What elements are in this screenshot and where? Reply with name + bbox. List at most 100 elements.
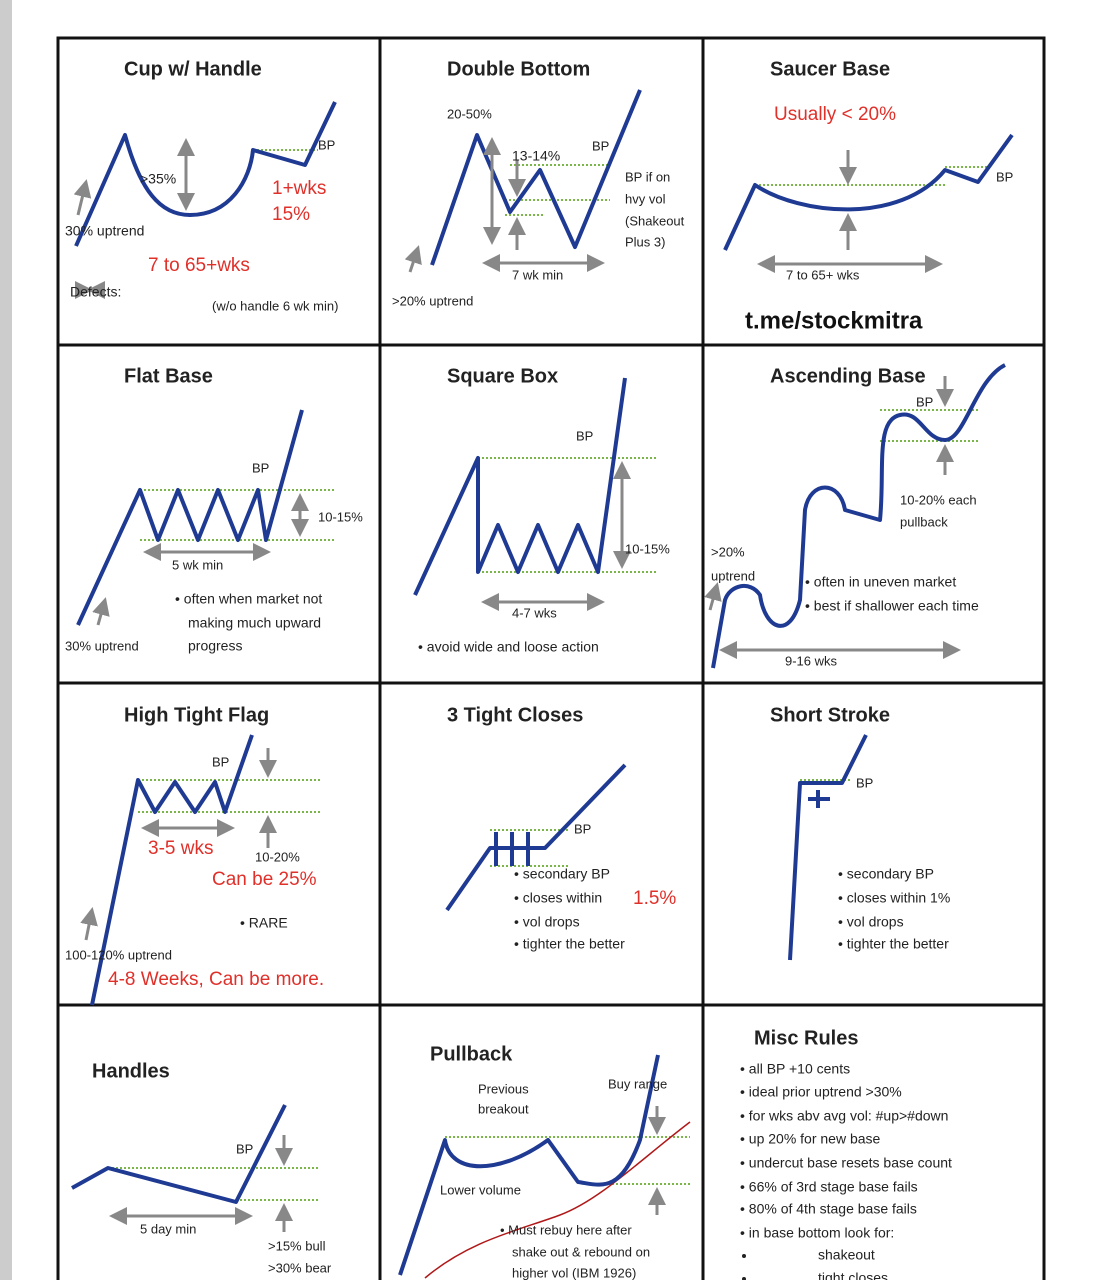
- label: 5 wk min: [172, 557, 223, 572]
- label: higher vol (IBM 1926): [512, 1265, 636, 1280]
- rule: • all BP +10 cents: [740, 1061, 850, 1077]
- label: 10-20%: [255, 849, 300, 864]
- label: 10-15%: [318, 509, 363, 524]
- label: • tighter the better: [838, 936, 949, 952]
- label: 30% uptrend: [65, 638, 139, 653]
- title: Short Stroke: [770, 704, 890, 726]
- title: 3 Tight Closes: [447, 704, 583, 726]
- label: Usually < 20%: [774, 104, 896, 125]
- title: Saucer Base: [770, 58, 890, 80]
- cell-handles: Handles BP 5 day min >15% bull >30% bear: [71, 1060, 332, 1275]
- label: • often in uneven market: [805, 574, 956, 590]
- cell-square-box: Square Box BP 10-15% 4-7 wks • avoid wid…: [413, 365, 670, 655]
- cell-htf: High Tight Flag BP 3-5 wks 10-20% Can be…: [65, 704, 324, 1006]
- label: Lower volume: [440, 1182, 521, 1197]
- rule: • 66% of 3rd stage base fails: [740, 1179, 918, 1195]
- label: shake out & rebound on: [512, 1244, 650, 1259]
- label: 7 wk min: [512, 267, 563, 282]
- bullet: [742, 1277, 746, 1280]
- cell-misc: Misc Rules • all BP +10 cents • ideal pr…: [740, 1027, 952, 1280]
- label: Defects:: [70, 284, 121, 300]
- title: Flat Base: [124, 365, 213, 387]
- label: 5 day min: [140, 1221, 196, 1236]
- bullet: [742, 1254, 746, 1258]
- cell-flat-base: Flat Base BP 10-15% 5 wk min • often whe…: [65, 365, 363, 653]
- rule: • in base bottom look for:: [740, 1225, 894, 1241]
- label: BP: [916, 394, 933, 409]
- page-edge: [0, 0, 12, 1280]
- label: Can be 25%: [212, 869, 317, 890]
- label: BP if on: [625, 169, 670, 184]
- cell-short-stroke: Short Stroke BP • secondary BP • closes …: [770, 704, 950, 961]
- label: BP: [236, 1141, 253, 1156]
- label: Buy range: [608, 1076, 667, 1091]
- rule: • undercut base resets base count: [740, 1155, 952, 1171]
- title: Misc Rules: [754, 1027, 858, 1049]
- title: Pullback: [430, 1043, 513, 1065]
- cell-cup: Cup w/ Handle BP >35% 1+wks 15% 30% uptr…: [65, 58, 338, 313]
- label: BP: [574, 821, 591, 836]
- label: breakout: [478, 1101, 529, 1116]
- title: Cup w/ Handle: [124, 58, 262, 80]
- cell-double-bottom: Double Bottom 20-50% 13-14% BP BP if on …: [392, 58, 685, 308]
- label: 4-8 Weeks, Can be more.: [108, 969, 324, 990]
- cell-3tc: 3 Tight Closes BP • secondary BP • close…: [445, 704, 676, 952]
- label: (Shakeout: [625, 213, 685, 228]
- rule: • up 20% for new base: [740, 1131, 881, 1147]
- cell-ascending: Ascending Base BP 10-20% each pullback >…: [704, 363, 1007, 668]
- label: BP: [592, 138, 609, 153]
- rule: shakeout: [818, 1247, 875, 1263]
- label: 7 to 65+ wks: [786, 267, 860, 282]
- title: Square Box: [447, 365, 558, 387]
- title: High Tight Flag: [124, 704, 269, 726]
- label: BP: [856, 775, 873, 790]
- label: (w/o handle 6 wk min): [212, 298, 338, 313]
- label: BP: [318, 137, 335, 152]
- label: 20-50%: [447, 106, 492, 121]
- rule: • for wks abv avg vol: #up>#down: [740, 1108, 948, 1124]
- label: >15% bull: [268, 1238, 326, 1253]
- grid: [56, 36, 1046, 1280]
- label: • best if shallower each time: [805, 598, 979, 614]
- label: making much upward: [188, 615, 321, 631]
- label: • avoid wide and loose action: [418, 639, 599, 655]
- label: 1.5%: [633, 888, 676, 909]
- label: • closes within 1%: [838, 890, 950, 906]
- rule: tight closes: [818, 1270, 888, 1280]
- cell-pullback: Pullback Previous breakout Buy range Low…: [398, 1043, 691, 1280]
- label: • RARE: [240, 915, 288, 931]
- label: hvy vol: [625, 191, 666, 206]
- label: 30% uptrend: [65, 223, 144, 239]
- label: 1+wks: [272, 178, 326, 199]
- label: BP: [212, 754, 229, 769]
- label: 10-15%: [625, 541, 670, 556]
- label: progress: [188, 638, 242, 654]
- label: >35%: [140, 171, 176, 187]
- label: • secondary BP: [838, 866, 934, 882]
- label: BP: [996, 169, 1013, 184]
- label: 10-20% each: [900, 492, 977, 507]
- label: >20% uptrend: [392, 293, 473, 308]
- watermark: t.me/stockmitra: [745, 307, 923, 334]
- label: 7 to 65+wks: [148, 255, 250, 276]
- label: • Must rebuy here after: [500, 1222, 632, 1237]
- label: • vol drops: [838, 914, 904, 930]
- label: Plus 3): [625, 234, 665, 249]
- label: uptrend: [711, 568, 755, 583]
- label: • secondary BP: [514, 866, 610, 882]
- label: BP: [252, 460, 269, 475]
- label: 13-14%: [512, 148, 560, 164]
- label: 15%: [272, 204, 310, 225]
- rule: • 80% of 4th stage base fails: [740, 1201, 917, 1217]
- cell-saucer: Saucer Base Usually < 20% BP 7 to 65+ wk…: [723, 58, 1014, 334]
- title: Double Bottom: [447, 58, 590, 80]
- label: Previous: [478, 1081, 529, 1096]
- label: • tighter the better: [514, 936, 625, 952]
- label: pullback: [900, 514, 948, 529]
- label: • often when market not: [175, 591, 322, 607]
- label: 9-16 wks: [785, 653, 838, 668]
- rule: • ideal prior uptrend >30%: [740, 1084, 902, 1100]
- label: • closes within: [514, 890, 602, 906]
- label: >30% bear: [268, 1260, 332, 1275]
